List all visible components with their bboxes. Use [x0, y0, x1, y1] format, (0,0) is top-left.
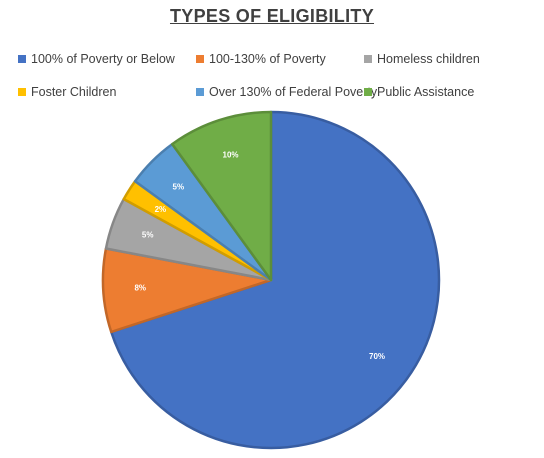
legend-label-foster-children: Foster Children [31, 85, 117, 99]
data-label-over-130-federal-poverty: 5% [173, 182, 185, 191]
data-label-foster-children: 2% [155, 205, 167, 214]
legend-item-public-assistance: Public Assistance [364, 85, 474, 99]
legend-item-poverty-or-below: 100% of Poverty or Below [18, 52, 175, 66]
legend-swatch-over-130-federal-poverty [196, 88, 204, 96]
legend-label-homeless-children: Homeless children [377, 52, 480, 66]
legend-label-public-assistance: Public Assistance [377, 85, 475, 99]
legend-swatch-poverty-or-below [18, 55, 26, 63]
legend-item-over-130-federal-poverty: Over 130% of Federal Poverty [196, 85, 377, 99]
data-label-poverty-or-below: 70% [369, 352, 385, 361]
legend-label-over-130-federal-poverty: Over 130% of Federal Poverty [209, 85, 378, 99]
legend-swatch-100-130-poverty [196, 55, 204, 63]
legend-item-foster-children: Foster Children [18, 85, 116, 99]
legend-item-homeless-children: Homeless children [364, 52, 480, 66]
chart-legend: 100% of Poverty or Below 100-130% of Pov… [0, 0, 544, 110]
legend-label-100-130-poverty: 100-130% of Poverty [209, 52, 326, 66]
legend-label-poverty-or-below: 100% of Poverty or Below [31, 52, 175, 66]
legend-swatch-public-assistance [364, 88, 372, 96]
data-label-public-assistance: 10% [223, 150, 239, 159]
legend-item-100-130-poverty: 100-130% of Poverty [196, 52, 326, 66]
pie-slice-poverty-or-below [109, 110, 441, 450]
legend-swatch-homeless-children [364, 55, 372, 63]
data-label-homeless-children: 5% [142, 231, 154, 240]
data-label-100-130-poverty: 8% [134, 283, 146, 292]
legend-swatch-foster-children [18, 88, 26, 96]
pie-slice-public-assistance [171, 110, 273, 282]
chart-title: TYPES OF ELIGIBILITY [169, 6, 375, 26]
